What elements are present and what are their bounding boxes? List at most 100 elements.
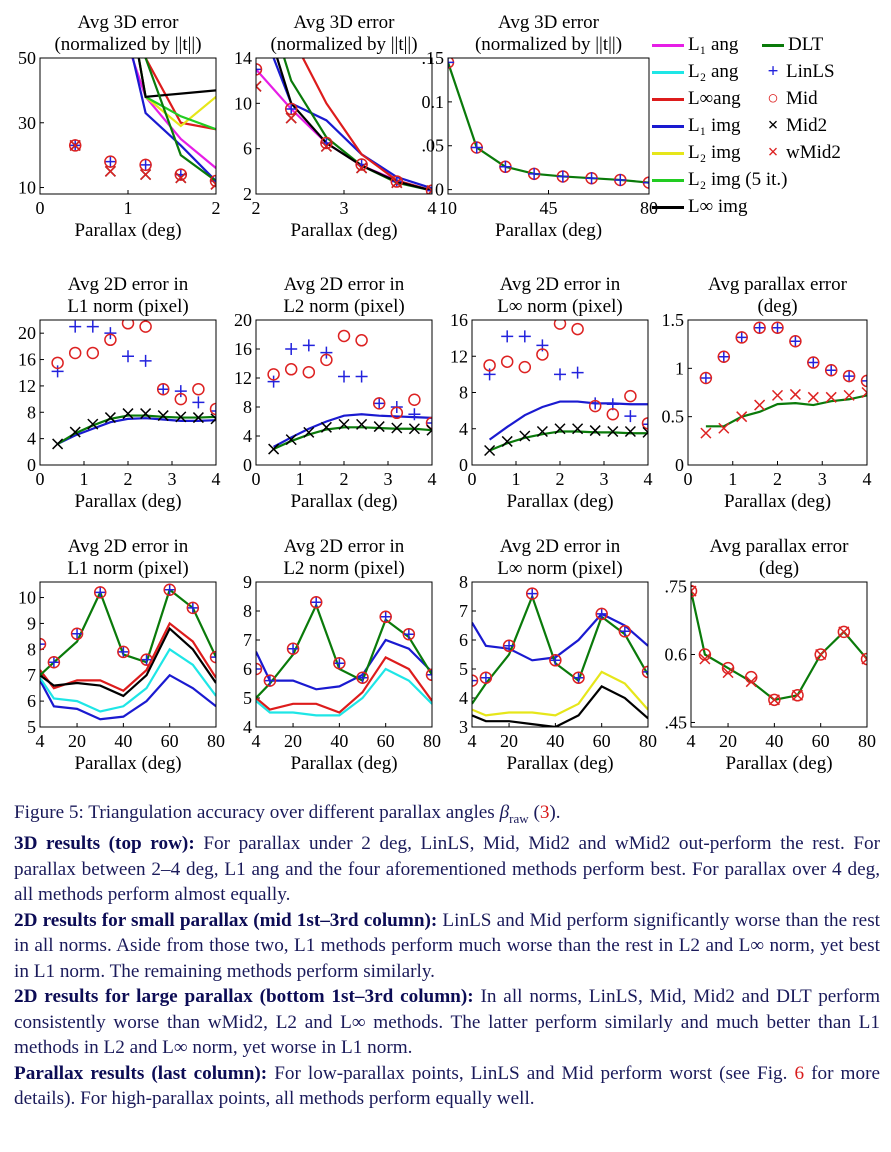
marker-wMid2	[356, 162, 368, 174]
x-axis-label-5: Parallax (deg)	[506, 491, 613, 512]
marker-Mid2	[356, 418, 368, 430]
series-line-DLT	[705, 394, 867, 428]
marker-LinLS	[320, 346, 333, 359]
series-line-DLT	[57, 414, 216, 445]
y-tick-label-0: 10	[18, 178, 36, 198]
series-line-L1img	[273, 413, 432, 448]
x-tick-label-6: 1	[728, 469, 737, 489]
y-tick-label-3: 16	[18, 350, 36, 370]
marker-Mid	[209, 174, 216, 188]
marker-LinLS	[408, 408, 421, 421]
marker-Mid	[837, 625, 851, 639]
marker-wMid2	[754, 399, 766, 411]
marker-LinLS	[572, 671, 585, 684]
marker-LinLS	[373, 397, 386, 410]
marker-Mid2	[210, 413, 216, 425]
x-tick-label-8: 80	[423, 731, 441, 751]
marker-LinLS	[287, 642, 300, 655]
marker-Mid2	[536, 425, 548, 437]
x-tick-label-0: 1	[124, 198, 133, 218]
marker-LinLS	[285, 343, 298, 355]
marker-Mid	[286, 642, 300, 655]
series-line-DLT	[144, 58, 216, 182]
series-group-5	[483, 320, 648, 457]
legend-swatch	[652, 43, 684, 47]
series-line-DLT	[448, 62, 649, 184]
chart-title-5: L∞ norm (pixel)	[497, 296, 622, 317]
marker-wMid2	[843, 389, 855, 401]
chart-title-0: Avg 3D error	[78, 12, 180, 33]
chart-title-3: Avg 2D error in	[68, 274, 189, 295]
axes-frame-8	[255, 581, 433, 728]
marker-Mid	[483, 359, 496, 372]
caption-text-2d-large: In all norms, LinLS, Mid, Mid2 and DLT p…	[14, 986, 880, 1059]
y-tick-label-5: 0	[459, 455, 468, 475]
y-tick-label-3: 12	[18, 376, 36, 396]
marker-Mid2	[642, 426, 648, 438]
y-tick-label-4: 20	[234, 310, 252, 330]
marker-Mid	[320, 136, 333, 150]
y-tick-label-7: 8	[27, 639, 36, 659]
marker-Mid	[860, 652, 867, 666]
x-tick-label-3: 1	[80, 469, 89, 489]
y-tick-label-0: 30	[18, 113, 36, 133]
y-tick-label-9: 3	[459, 717, 468, 737]
marker-Mid2	[175, 411, 187, 423]
axes-frame-3	[39, 319, 217, 466]
marker-Mid2	[501, 435, 513, 447]
marker-Mid	[139, 320, 152, 333]
chart-title-8: L2 norm (pixel)	[283, 558, 404, 579]
y-tick-label-1: 6	[243, 139, 252, 159]
marker-Mid2	[157, 410, 169, 422]
x-tick-label-3: 4	[212, 469, 221, 489]
marker-LinLS	[338, 370, 350, 383]
chart-title-9: L∞ norm (pixel)	[497, 558, 622, 579]
marker-Mid	[93, 586, 107, 599]
marker-wMid2	[320, 140, 332, 152]
y-tick-label-5: 8	[459, 383, 468, 403]
marker-Mid	[572, 671, 585, 684]
x-tick-label-10: 4	[687, 731, 696, 751]
marker-Mid	[104, 333, 117, 347]
marker-LinLS	[771, 321, 784, 334]
legend-item-L1ang: L₁ ang	[652, 34, 738, 56]
marker-LinLS	[735, 331, 748, 344]
marker-Mid	[768, 693, 781, 707]
x-tick-label-10: 40	[765, 731, 783, 751]
marker-LinLS	[807, 356, 820, 369]
marker-Mid2	[408, 423, 420, 435]
caption-ref-3[interactable]: 3	[539, 802, 550, 823]
marker-Mid2	[122, 408, 134, 420]
marker-LinLS	[549, 654, 562, 667]
axes-frame-9	[471, 581, 649, 728]
x-axis-label-1: Parallax (deg)	[290, 220, 397, 241]
series-group-9	[472, 587, 648, 727]
marker-Mid	[425, 184, 432, 194]
marker-Mid	[40, 637, 47, 651]
marker-Mid	[536, 348, 549, 361]
y-tick-label-5: 4	[459, 419, 468, 439]
caption-ref-6[interactable]: 6	[794, 1062, 805, 1084]
marker-LinLS	[310, 596, 323, 609]
marker-wMid2	[861, 386, 867, 399]
marker-LinLS	[117, 645, 130, 658]
marker-LinLS	[355, 370, 368, 383]
x-tick-label-7: 60	[161, 731, 179, 751]
legend-item-DLT: DLT	[762, 34, 823, 56]
series-line-Linfimg	[472, 685, 648, 727]
marker-LinLS	[426, 184, 432, 194]
series-line-L1img	[272, 58, 432, 190]
marker-wMid2	[807, 391, 819, 403]
chart-title-10: Avg parallax error	[710, 536, 850, 557]
x-tick-label-5: 2	[556, 469, 565, 489]
y-tick-label-4: 0	[243, 455, 252, 475]
series-line-Linfimg	[40, 626, 216, 698]
marker-LinLS	[379, 610, 392, 623]
y-tick-label-9: 8	[459, 572, 468, 592]
marker-Mid2	[303, 426, 315, 438]
marker-Mid	[86, 346, 100, 360]
marker-LinLS	[139, 354, 152, 367]
marker-wMid2	[745, 676, 757, 688]
marker-Mid	[70, 627, 84, 641]
x-tick-label-3: 2	[124, 469, 133, 489]
